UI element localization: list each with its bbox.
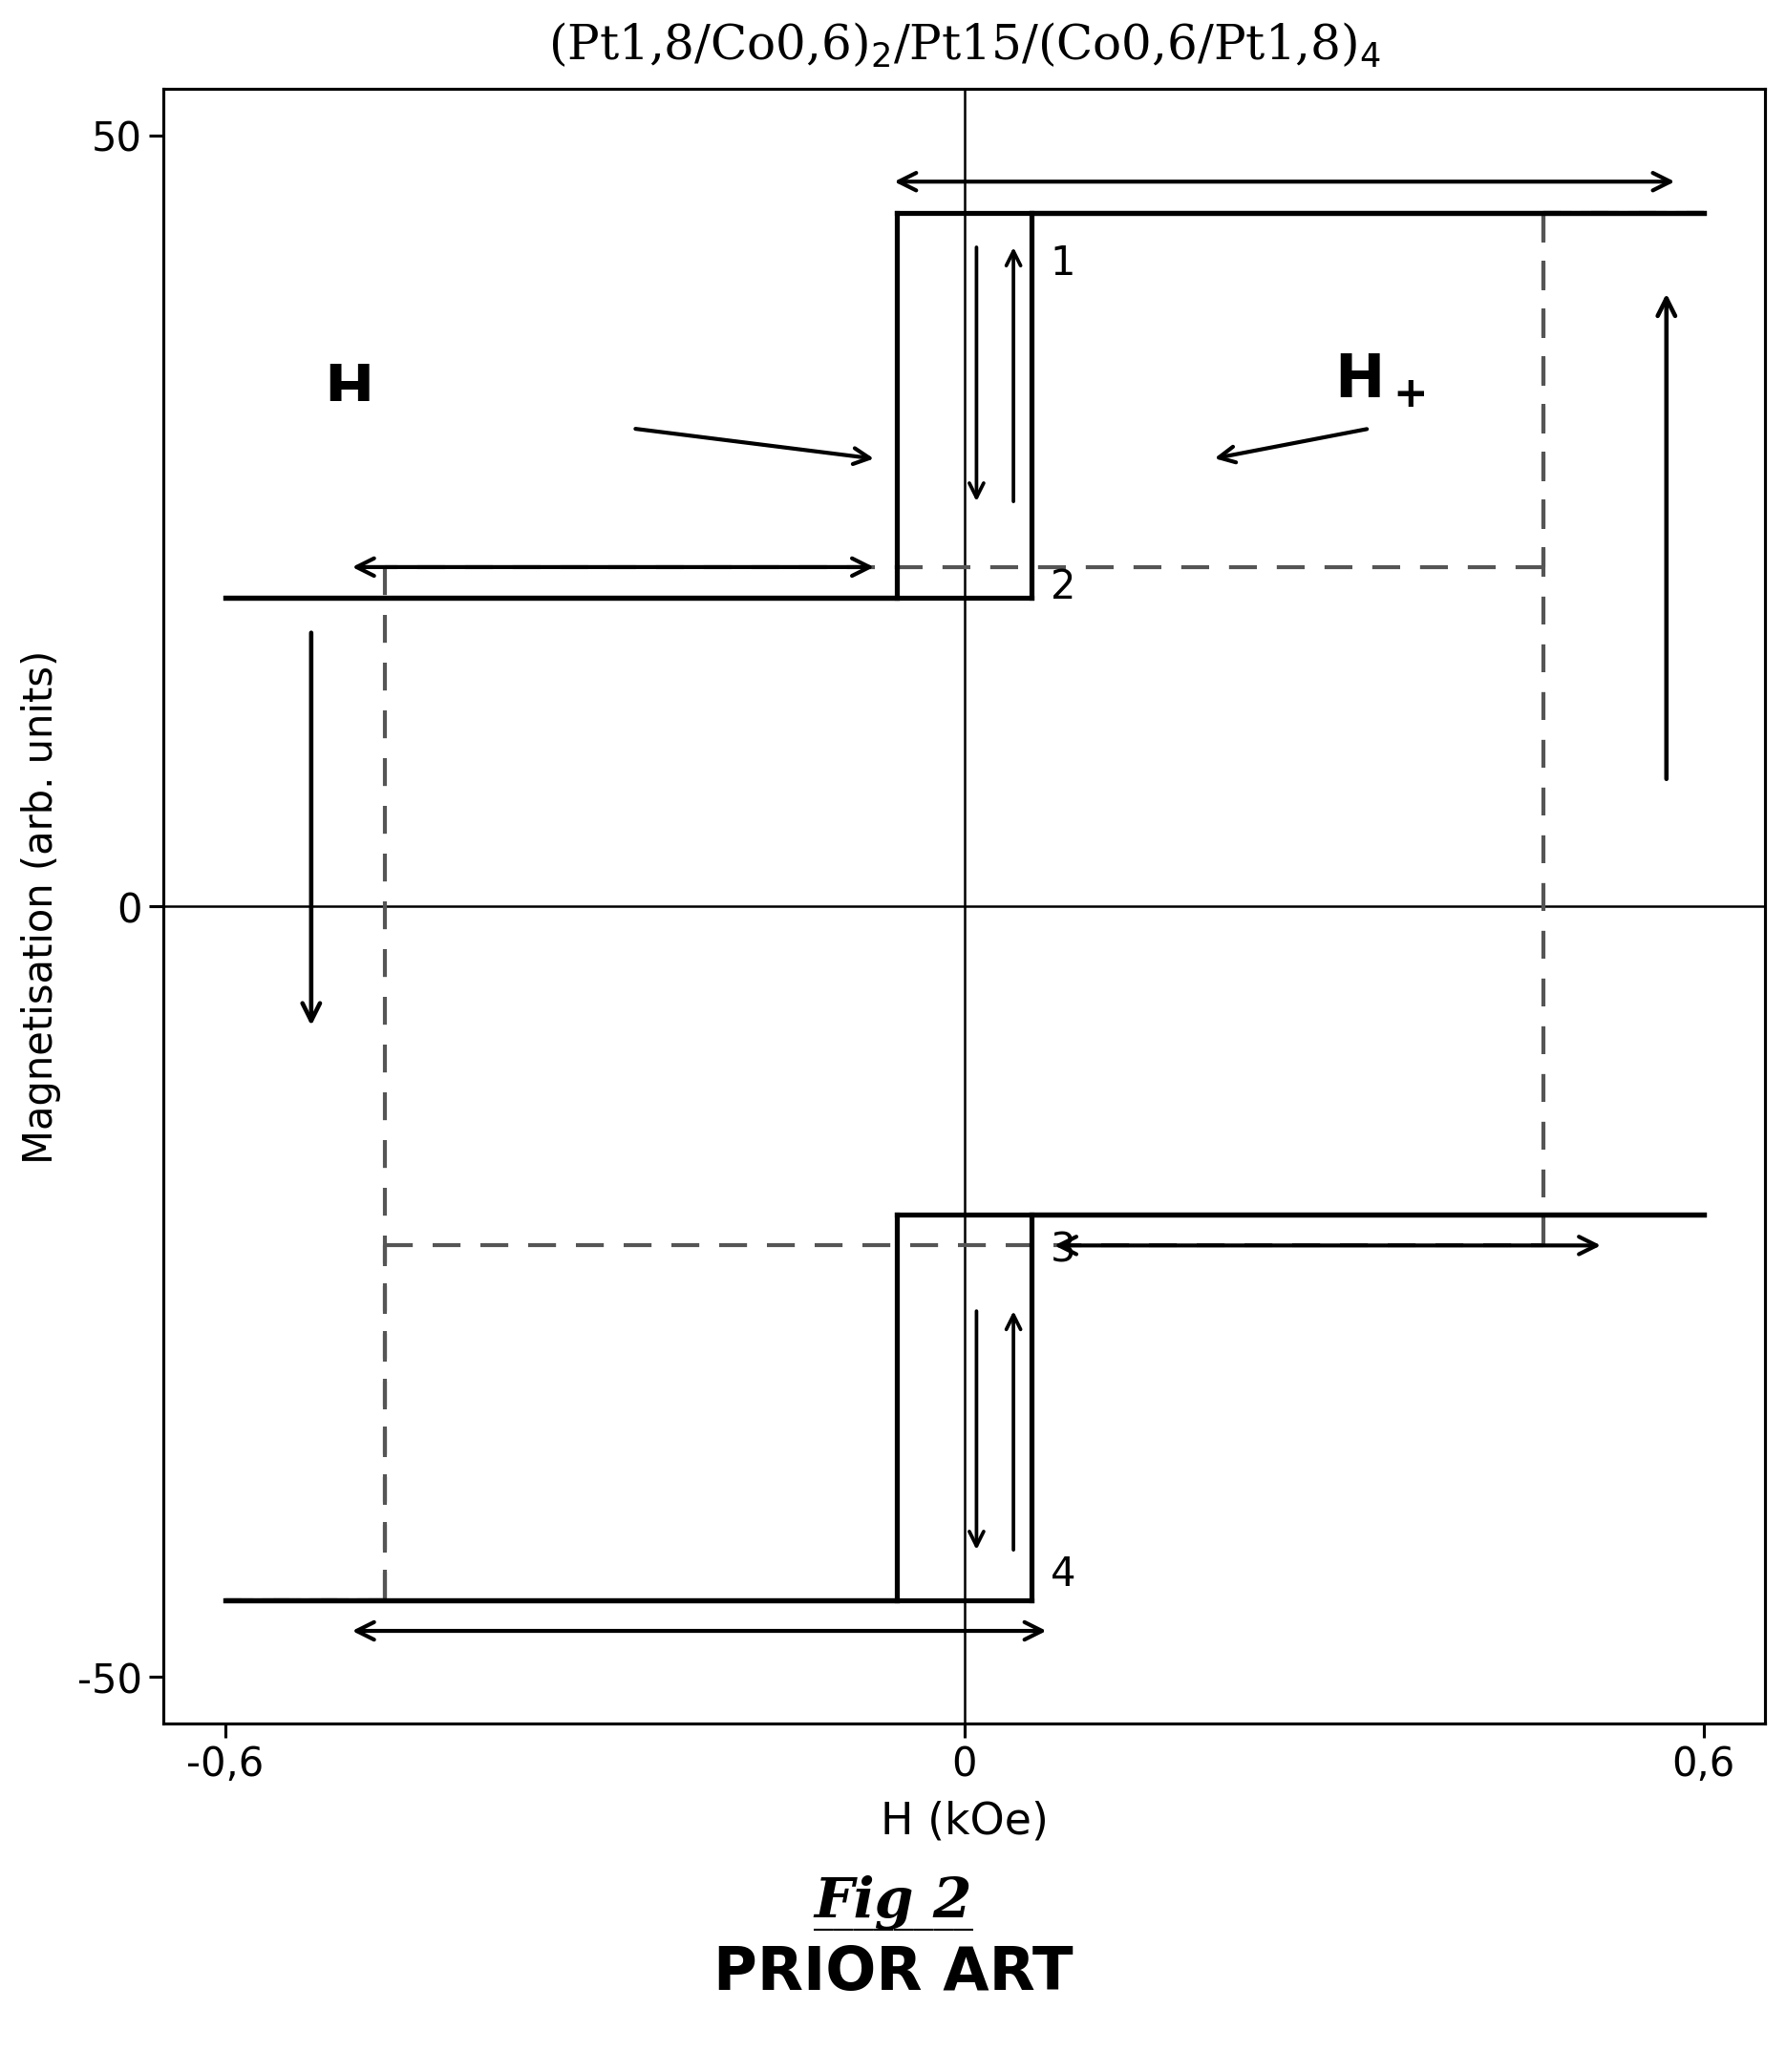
Text: 2: 2 <box>1050 568 1075 607</box>
Text: 1: 1 <box>1050 244 1075 284</box>
Text: 3: 3 <box>1050 1231 1075 1270</box>
X-axis label: H (kOe): H (kOe) <box>880 1801 1048 1844</box>
Text: 4: 4 <box>1050 1554 1075 1593</box>
Text: $\mathbf{H_-}$: $\mathbf{H_-}$ <box>323 352 414 410</box>
Text: Fig 2: Fig 2 <box>814 1875 972 1929</box>
Text: PRIOR ART: PRIOR ART <box>713 1944 1073 2002</box>
Text: $\mathbf{H_+}$: $\mathbf{H_+}$ <box>1334 352 1425 410</box>
Text: ________: ________ <box>813 1890 973 1931</box>
Title: (Pt1,8/Co0,6)$_2$/Pt15/(Co0,6/Pt1,8)$_4$: (Pt1,8/Co0,6)$_2$/Pt15/(Co0,6/Pt1,8)$_4$ <box>548 21 1381 70</box>
Y-axis label: Magnetisation (arb. units): Magnetisation (arb. units) <box>21 651 61 1164</box>
